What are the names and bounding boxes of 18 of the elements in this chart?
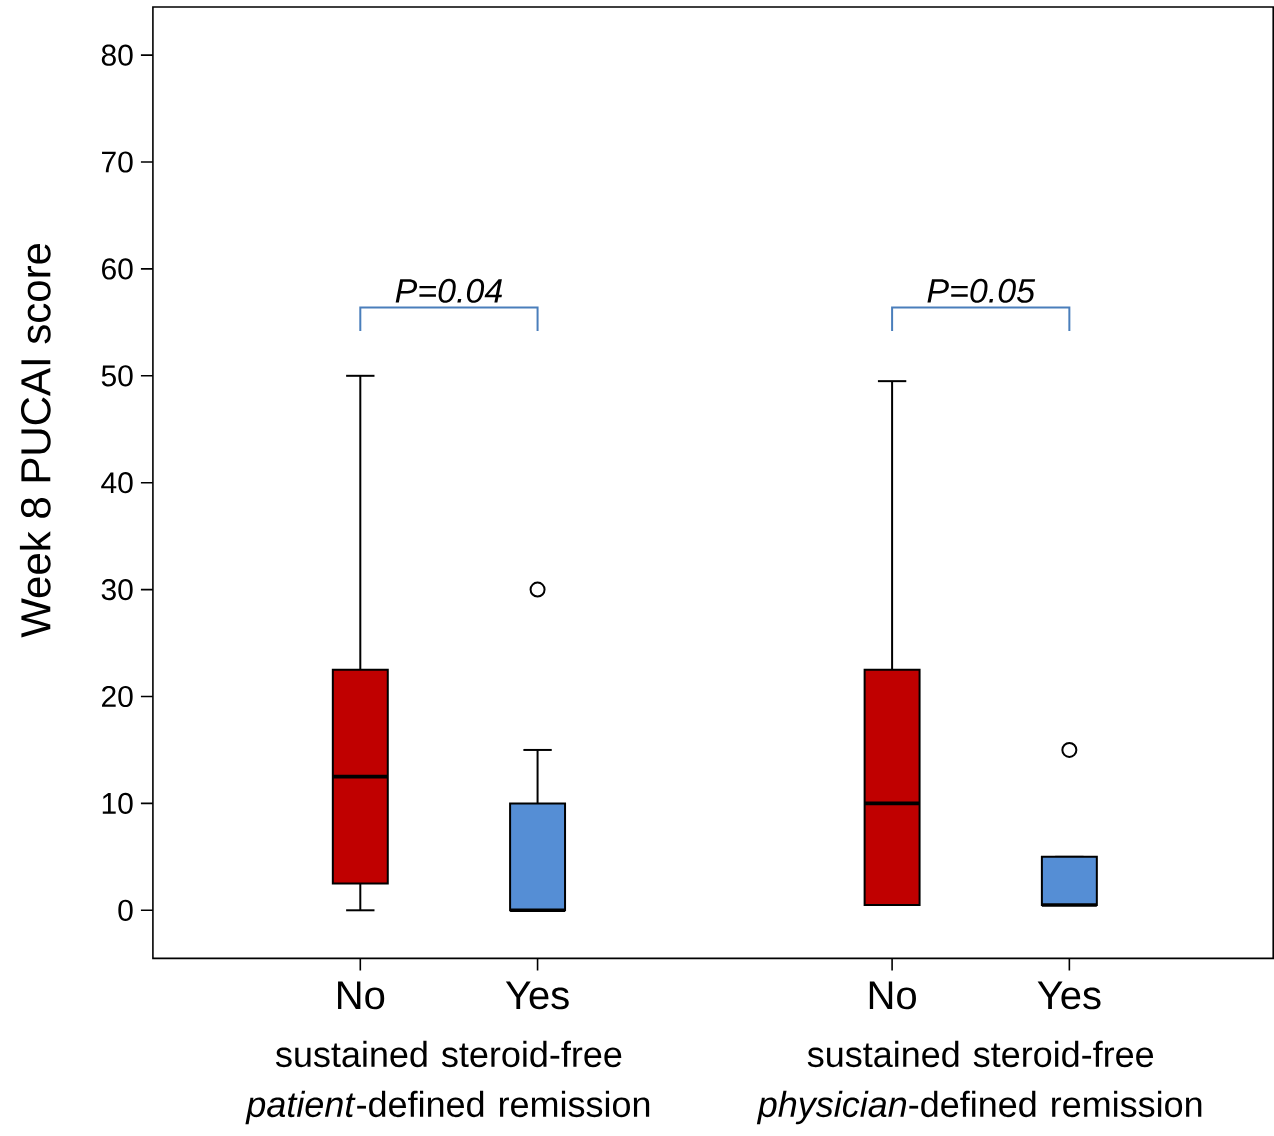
- y-tick-label: 80: [101, 44, 133, 66]
- y-tick-label: 70: [102, 151, 133, 173]
- y-tick-label: 30: [101, 578, 133, 601]
- y-tick-label: 60: [102, 258, 133, 280]
- x-tick-label: No: [869, 981, 916, 1010]
- y-tick-label: 40: [101, 471, 133, 494]
- text: sustained steroid-free physician-defined remission: [756, 1040, 1202, 1125]
- y-axis-title: Week 8 PUCAI score: [19, 243, 51, 638]
- y-tick-label: 0: [118, 899, 133, 921]
- x-tick-label: Yes: [1037, 981, 1101, 1010]
- annotation: P=0.05: [927, 278, 1036, 303]
- text: sustained steroid-free patient-defined remission: [245, 1040, 650, 1125]
- annotation: P=0.04: [395, 278, 502, 303]
- y-tick-label: 50: [101, 365, 133, 387]
- x-tick-label: Yes: [505, 981, 569, 1010]
- y-tick-label: 20: [102, 685, 133, 707]
- x-tick-label: No: [338, 981, 385, 1010]
- y-tick-label: 10: [102, 792, 133, 814]
